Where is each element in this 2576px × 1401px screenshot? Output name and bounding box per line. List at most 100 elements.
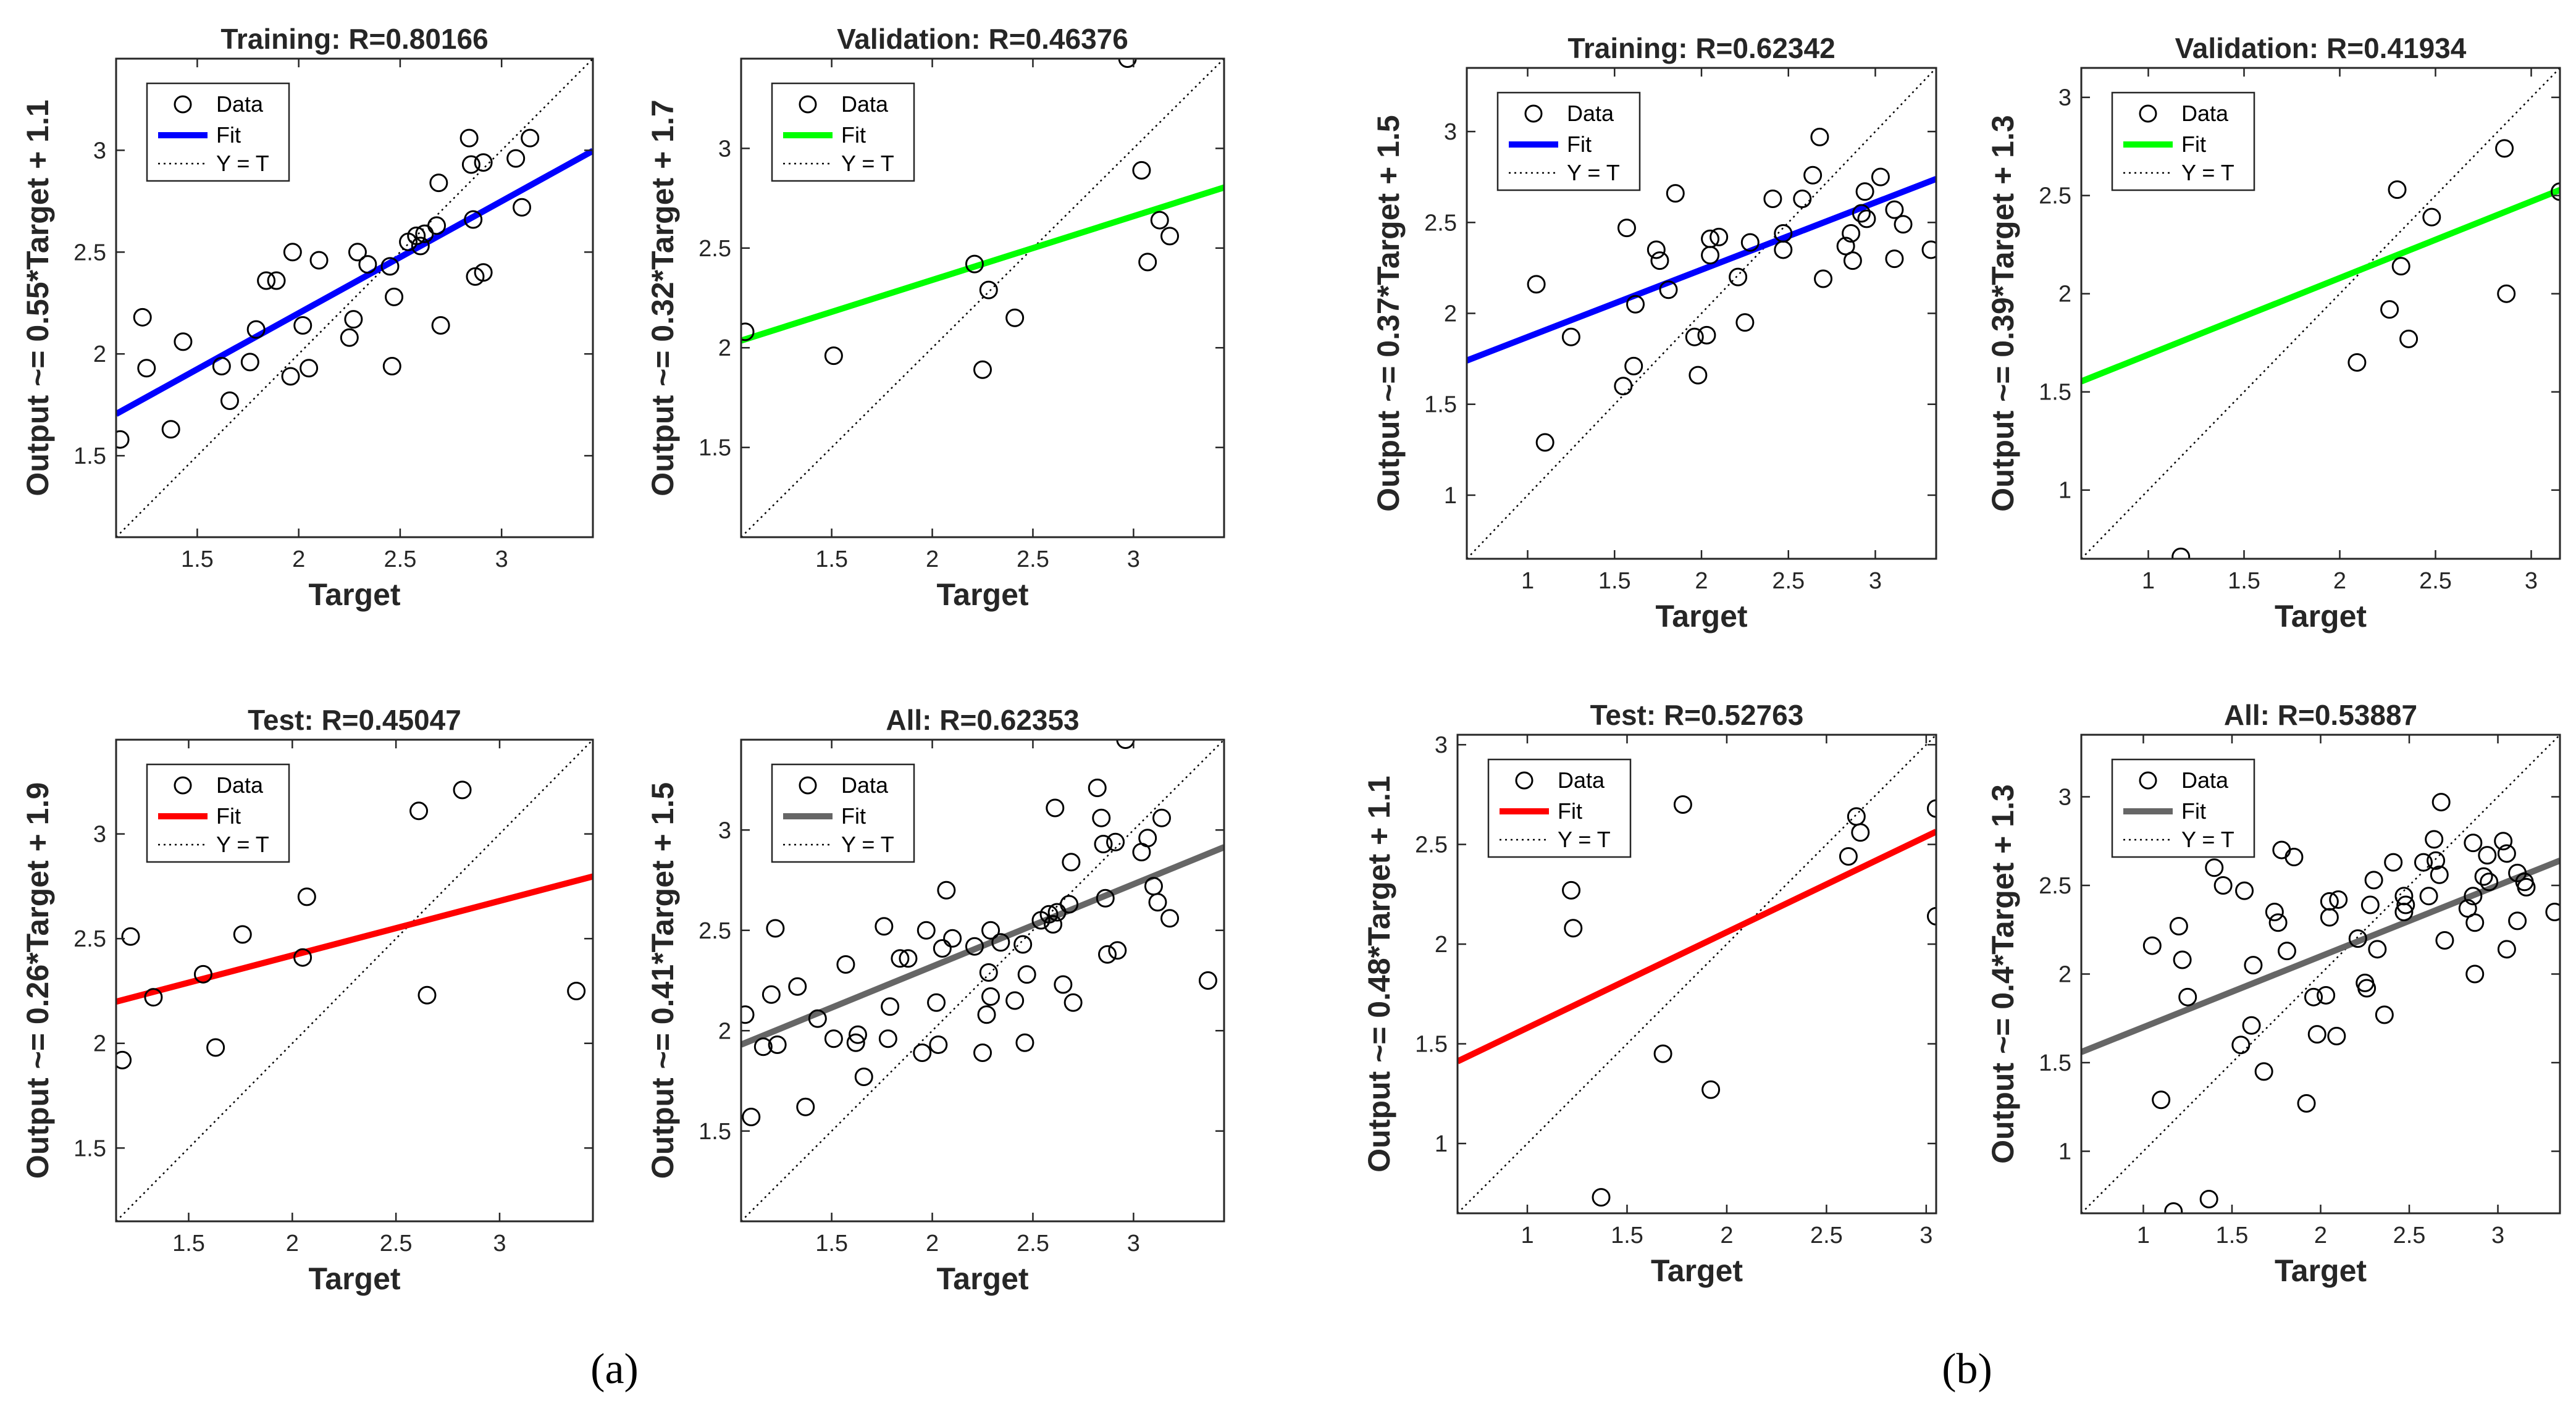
- x-tick-label: 1: [1521, 1223, 1533, 1248]
- data-point: [2494, 832, 2513, 851]
- x-tick-label: 2: [292, 546, 305, 572]
- data-point: [977, 1005, 996, 1024]
- data-point: [2368, 940, 2387, 959]
- data-point: [358, 255, 377, 274]
- y-axis-label: Output ~= 0.41*Target + 1.5: [645, 782, 680, 1179]
- data-point: [1650, 251, 1669, 270]
- data-point: [1064, 993, 1083, 1012]
- data-point: [1814, 269, 1833, 288]
- data-point: [2431, 793, 2451, 812]
- y-tick-label: 2.5: [1424, 210, 1457, 236]
- legend-yt-label: Y = T: [216, 832, 269, 857]
- y-tick-label: 1.5: [2039, 380, 2071, 406]
- data-point: [1689, 366, 1708, 385]
- x-tick-label: 2: [1695, 568, 1708, 594]
- data-point: [1044, 915, 1063, 934]
- y-tick-label: 1.5: [699, 1119, 731, 1145]
- legend-yt-label: Y = T: [2181, 160, 2234, 185]
- x-axis-label: Target: [936, 577, 1028, 612]
- legend-fit-label: Fit: [841, 803, 866, 829]
- data-point: [2231, 1035, 2251, 1055]
- data-point: [927, 993, 946, 1012]
- data-point: [2430, 865, 2449, 884]
- y-axis-label: Output ~= 0.39*Target + 1.3: [1986, 115, 2020, 511]
- y-tick-label: 3: [1444, 119, 1457, 145]
- data-point: [1852, 204, 1871, 223]
- data-point: [161, 420, 180, 439]
- identity-line: [1458, 735, 1936, 1213]
- data-point: [1132, 161, 1151, 180]
- data-point: [2277, 942, 2296, 961]
- data-point: [965, 937, 984, 956]
- y-tick-label: 2: [718, 335, 731, 361]
- data-point: [973, 1043, 992, 1062]
- data-point: [1735, 313, 1755, 332]
- axes-frame: [115, 738, 594, 1223]
- data-point: [309, 251, 329, 270]
- legend: Data Fit Y = T: [2111, 91, 2255, 191]
- legend-box: [1487, 758, 1632, 858]
- data-points: [1527, 127, 1936, 452]
- data-point: [973, 360, 992, 379]
- data-point: [2254, 1062, 2273, 1081]
- y-tick-label: 1.5: [1424, 392, 1457, 418]
- data-point: [380, 257, 400, 276]
- data-point: [137, 359, 156, 378]
- axes-frame: [1456, 734, 1937, 1215]
- data-point: [233, 925, 252, 944]
- chart-title: Validation: R=0.41934: [2175, 32, 2467, 64]
- legend-data-label: Data: [1567, 101, 1614, 126]
- data-point: [1138, 253, 1157, 272]
- y-tick-label: 2.5: [73, 926, 106, 952]
- data-point: [2357, 979, 2377, 998]
- data-point: [2419, 887, 2438, 906]
- data-point: [1839, 847, 1858, 866]
- data-point: [2464, 887, 2483, 906]
- x-tick-label: 2.5: [1772, 568, 1805, 594]
- data-point: [1871, 167, 1890, 186]
- data-point: [741, 322, 755, 341]
- x-tick-label: 1.5: [1598, 568, 1631, 594]
- data-point: [474, 263, 493, 282]
- x-tick-label: 1: [2142, 568, 2155, 594]
- identity-line: [741, 59, 1224, 537]
- data-point: [2329, 890, 2348, 909]
- x-tick-label: 2: [2333, 568, 2346, 594]
- y-tick-label: 2: [1435, 932, 1448, 958]
- y-tick-label: 1: [2058, 1139, 2071, 1165]
- data-point: [2497, 940, 2516, 959]
- data-point: [917, 921, 936, 940]
- y-tick-label: 2.5: [1415, 832, 1448, 858]
- chart-a-test: 1.5 2 2.5 3 1.5 2 2.5 3 Test: R=0.45047 Target Out…: [20, 704, 594, 1296]
- data-point: [283, 243, 302, 262]
- chart-a-all: 1.5 2 2.5 3 1.5 2 2.5 3 All: R=0.62353 Target Outp…: [645, 704, 1225, 1296]
- data-point: [1793, 190, 1812, 208]
- data-point: [1842, 224, 1861, 243]
- y-tick-label: 1.5: [699, 435, 731, 461]
- x-axis-label: Target: [1651, 1253, 1743, 1288]
- legend-yt-label: Y = T: [841, 832, 894, 857]
- y-tick-label: 2.5: [2039, 873, 2071, 899]
- legend-yt-label: Y = T: [216, 151, 269, 176]
- data-point: [1148, 893, 1167, 912]
- data-point: [2235, 881, 2254, 900]
- y-axis-label: Output ~= 0.4*Target + 1.3: [1986, 784, 2020, 1164]
- legend-data-marker: [799, 776, 817, 795]
- data-point: [2465, 913, 2485, 932]
- chart-title: Validation: R=0.46376: [837, 23, 1128, 55]
- data-point: [761, 985, 781, 1004]
- panel-label-b: (b): [1942, 1345, 1992, 1393]
- data-point: [2205, 858, 2224, 877]
- legend-data-label: Data: [2181, 767, 2229, 793]
- data-point: [1740, 233, 1760, 252]
- x-tick-label: 2.5: [2419, 568, 2452, 594]
- data-point: [2517, 877, 2536, 897]
- data-point: [1855, 182, 1874, 201]
- y-tick-label: 3: [2058, 784, 2071, 810]
- data-point: [1927, 799, 1936, 818]
- data-point: [913, 1043, 932, 1062]
- data-point: [836, 955, 855, 974]
- data-point: [1885, 200, 1904, 219]
- chart-title: Training: R=0.80166: [220, 23, 488, 55]
- x-tick-label: 2: [286, 1231, 299, 1257]
